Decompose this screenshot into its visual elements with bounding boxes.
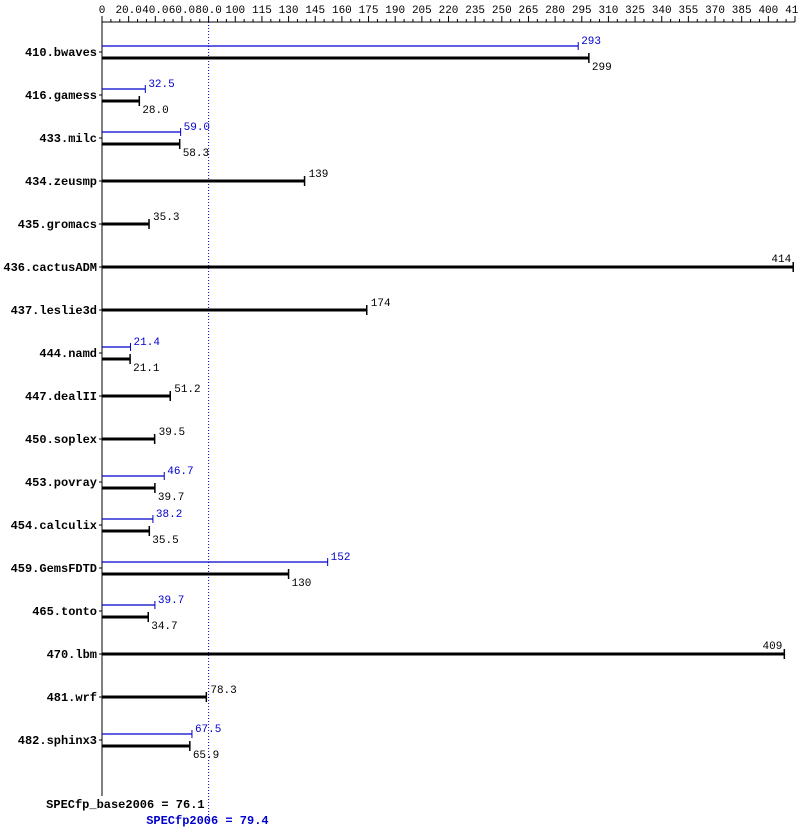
base-value: 78.3 — [210, 685, 236, 697]
axis-tick-label: 385 — [732, 5, 752, 17]
base-value: 21.1 — [133, 363, 160, 375]
benchmark-label: 444.namd — [39, 347, 97, 361]
base-value: 139 — [309, 169, 329, 181]
axis-tick-label: 220 — [439, 5, 459, 17]
axis-tick-label: 60.0 — [169, 5, 195, 17]
base-value: 299 — [592, 62, 612, 74]
peak-value: 152 — [331, 552, 351, 564]
base-value: 130 — [292, 578, 312, 590]
benchmark-label: 482.sphinx3 — [18, 734, 97, 748]
benchmark-label: 435.gromacs — [18, 218, 97, 232]
axis-tick-label: 0 — [99, 5, 106, 17]
benchmark-label: 450.soplex — [25, 433, 97, 447]
benchmark-label: 465.tonto — [32, 605, 97, 619]
benchmark-label: 481.wrf — [47, 691, 97, 705]
axis-tick-label: 370 — [705, 5, 725, 17]
benchmark-label: 447.dealII — [25, 390, 97, 404]
base-value: 65.9 — [193, 750, 219, 762]
axis-tick-label: 355 — [678, 5, 698, 17]
axis-tick-label: 160 — [332, 5, 352, 17]
benchmark-label: 434.zeusmp — [25, 175, 97, 189]
base-value: 414 — [771, 254, 791, 266]
benchmark-label: 433.milc — [39, 132, 97, 146]
benchmark-label: 459.GemsFDTD — [11, 562, 97, 576]
axis-tick-label: 400 — [758, 5, 778, 17]
peak-value: 293 — [581, 36, 601, 48]
axis-tick-label: 130 — [279, 5, 299, 17]
spec-chart: 0 20.040.060.080.0 100 115 130 145 160 175 190 20… — [0, 0, 799, 831]
peak-value: 21.4 — [134, 337, 161, 349]
footer-base-label: SPECfp_base2006 = 76.1 — [46, 798, 204, 812]
base-value: 409 — [763, 641, 783, 653]
base-value: 34.7 — [151, 621, 177, 633]
base-value: 35.5 — [152, 535, 178, 547]
axis-tick-label: 340 — [652, 5, 672, 17]
base-value: 39.5 — [159, 427, 185, 439]
footer-peak-label: SPECfp2006 = 79.4 — [146, 814, 268, 828]
benchmark-label: 416.gamess — [25, 89, 97, 103]
axis-tick-label: 115 — [252, 5, 272, 17]
peak-value: 38.2 — [156, 509, 182, 521]
axis-tick-label: 325 — [625, 5, 645, 17]
benchmark-label: 436.cactusADM — [3, 261, 97, 275]
peak-value: 59.0 — [184, 122, 210, 134]
base-value: 39.7 — [158, 492, 184, 504]
axis-tick-label: 145 — [305, 5, 325, 17]
base-value: 28.0 — [142, 105, 168, 117]
peak-value: 67.5 — [195, 724, 221, 736]
axis-tick-label: 265 — [519, 5, 539, 17]
axis-tick-label: 205 — [412, 5, 432, 17]
axis-tick-label: 175 — [359, 5, 379, 17]
axis-tick-label: 100 — [225, 5, 245, 17]
base-value: 174 — [371, 298, 391, 310]
peak-value: 46.7 — [167, 466, 193, 478]
benchmark-label: 410.bwaves — [25, 46, 97, 60]
axis-tick-label: 235 — [465, 5, 485, 17]
axis-tick-label: 20.0 — [115, 5, 141, 17]
benchmark-label: 437.leslie3d — [11, 304, 97, 318]
axis-tick-label: 295 — [572, 5, 592, 17]
peak-value: 39.7 — [158, 595, 184, 607]
axis-tick-label: 190 — [385, 5, 405, 17]
base-value: 51.2 — [174, 384, 200, 396]
benchmark-label: 453.povray — [25, 476, 97, 490]
axis-tick-label: 310 — [599, 5, 619, 17]
base-value: 35.3 — [153, 212, 179, 224]
benchmark-label: 454.calculix — [11, 519, 97, 533]
base-value: 58.3 — [183, 148, 209, 160]
axis-tick-label: 250 — [492, 5, 512, 17]
axis-tick-label: 40.0 — [142, 5, 168, 17]
axis-tick-label: 280 — [545, 5, 565, 17]
benchmark-label: 470.lbm — [47, 648, 97, 662]
axis-tick-label: 415 — [785, 5, 799, 17]
peak-value: 32.5 — [148, 79, 174, 91]
axis-tick-label: 80.0 — [195, 5, 221, 17]
